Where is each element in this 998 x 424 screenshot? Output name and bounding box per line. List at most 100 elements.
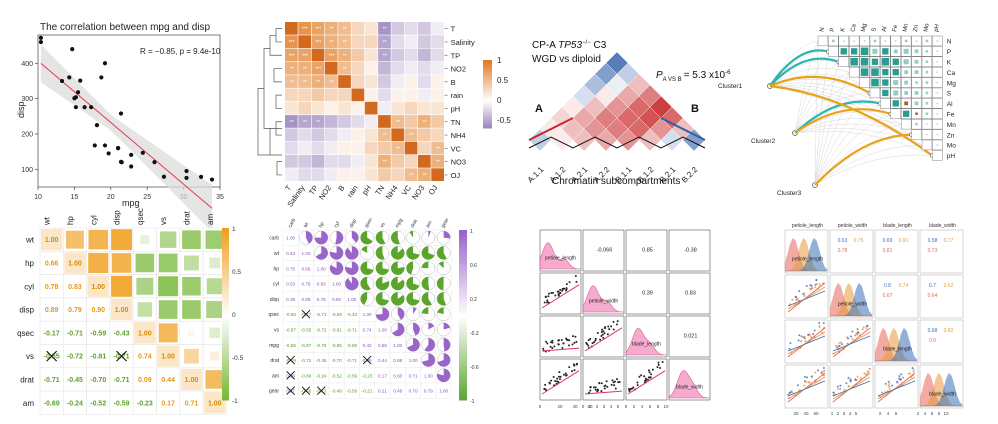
strong-network-link	[769, 84, 934, 157]
pie-value: -0.70	[331, 358, 342, 363]
heatmap-cell	[285, 115, 298, 128]
legend-swatch	[222, 272, 229, 277]
heatmap-cell	[285, 155, 298, 168]
heatmap-cell	[404, 168, 418, 181]
strong-network-link	[769, 75, 871, 95]
pairs-x-tick: 6	[931, 411, 934, 416]
y-tick-label: 400	[21, 61, 33, 68]
legend-swatch	[483, 75, 492, 78]
legend-swatch	[459, 243, 467, 248]
network-cell-frame	[828, 46, 839, 57]
legend-swatch	[459, 366, 467, 370]
pair-point	[594, 337, 597, 340]
network-link	[814, 113, 891, 186]
legend-swatch	[483, 71, 492, 75]
pair-point	[603, 332, 606, 335]
legend-swatch	[459, 321, 467, 326]
pair-fit-line	[541, 284, 580, 309]
group-point	[851, 330, 854, 333]
network-col-label: Zn	[913, 24, 920, 32]
network-cell	[914, 70, 919, 75]
pair-point	[638, 375, 641, 378]
data-point	[184, 168, 189, 174]
pair-point	[651, 368, 654, 371]
corrplot-square	[136, 277, 154, 295]
pairs-cell	[668, 272, 711, 315]
corrplot-square	[135, 253, 155, 273]
heatmap-cell	[404, 141, 418, 155]
heatmap-cell	[364, 88, 378, 102]
pie-corrplot-legend: 1 0.6 0.2 -0.2 -0.6 -1	[459, 229, 479, 405]
group-point	[843, 388, 846, 391]
group-point	[798, 334, 801, 337]
pie-slice	[391, 261, 405, 275]
corrplot-row-label: am	[23, 399, 34, 408]
group-point	[800, 335, 803, 338]
pair-point	[636, 384, 639, 387]
corrplot-value: 0.71	[185, 400, 199, 407]
pair-point	[593, 341, 596, 344]
significance-mark: **	[383, 27, 387, 33]
group-point	[809, 287, 812, 290]
group-fit-line	[832, 335, 871, 352]
corrplot-value: 0.66	[45, 260, 59, 267]
pairs-x-tick: 20	[557, 404, 563, 409]
heatmap-cell	[378, 128, 391, 142]
heatmap-cell	[351, 168, 365, 181]
data-point	[184, 175, 189, 181]
corrplot-row-label: wt	[25, 236, 35, 245]
pie-slice	[443, 322, 451, 330]
network-cell	[936, 61, 938, 63]
group-point	[812, 333, 815, 336]
pie-value: 0.68	[393, 358, 402, 363]
heatmap-legend: 1 0.5 0 -0.5	[483, 56, 511, 129]
legend-swatch	[483, 102, 492, 105]
group-correlation-label: 0.73	[928, 248, 938, 254]
network-cell	[936, 102, 938, 104]
pair-point	[616, 378, 619, 381]
heatmap-cell	[338, 48, 351, 62]
pairs-x-tick: 4	[641, 404, 644, 409]
corrplot-value: 1.00	[138, 330, 152, 337]
pair-point	[575, 280, 578, 283]
network-row-label: pH	[947, 153, 956, 160]
network-cell-frame	[869, 87, 881, 99]
corrplot-labels: wt hp cyl disp qsec vs drat am wt hp cyl disp qsec vs…	[17, 208, 215, 408]
pair-point	[616, 320, 619, 323]
pie-value: 0.42	[363, 343, 372, 348]
pair-point	[612, 328, 615, 331]
pairs-x-tick: 2	[879, 411, 882, 416]
network-cell	[871, 78, 879, 87]
insignificant-cross	[46, 350, 58, 362]
group-point	[888, 387, 891, 390]
corrplot-legend: 1 0.5 0 -0.5 -1	[222, 226, 244, 405]
legend-swatch	[222, 396, 229, 401]
heatmap-cell	[418, 128, 431, 142]
col-label: TP	[307, 184, 320, 197]
pair-point	[553, 345, 556, 348]
pair-point	[568, 281, 571, 284]
corrplot-diagonal	[134, 322, 156, 344]
group-point	[865, 325, 868, 328]
heatmap-cell	[298, 35, 311, 48]
group-point	[803, 384, 806, 387]
heatmap-cell	[298, 22, 311, 35]
pie-col-label: gear	[440, 217, 450, 229]
pair-point	[543, 388, 546, 391]
legend-tick-label: 0.2	[470, 297, 477, 303]
heatmap-cell	[364, 128, 378, 142]
network-links: Cluster1 Cluster2 Cluster3	[718, 40, 935, 197]
heatmap-cell	[418, 101, 431, 115]
group-fit-line	[787, 380, 826, 397]
heatmap-cell	[378, 48, 391, 62]
pie-slice	[375, 292, 389, 306]
pie-row-label: vs	[274, 327, 280, 333]
heatmap-cell	[298, 115, 311, 128]
pairs-x-tick: 20	[793, 411, 799, 416]
pie-value: 0.66	[301, 266, 310, 271]
group-point	[839, 388, 842, 391]
legend-swatch	[222, 245, 229, 250]
y-tick-label: 300	[21, 96, 33, 103]
pie-slice	[391, 231, 400, 245]
variable-label: petiole_width	[838, 302, 867, 308]
